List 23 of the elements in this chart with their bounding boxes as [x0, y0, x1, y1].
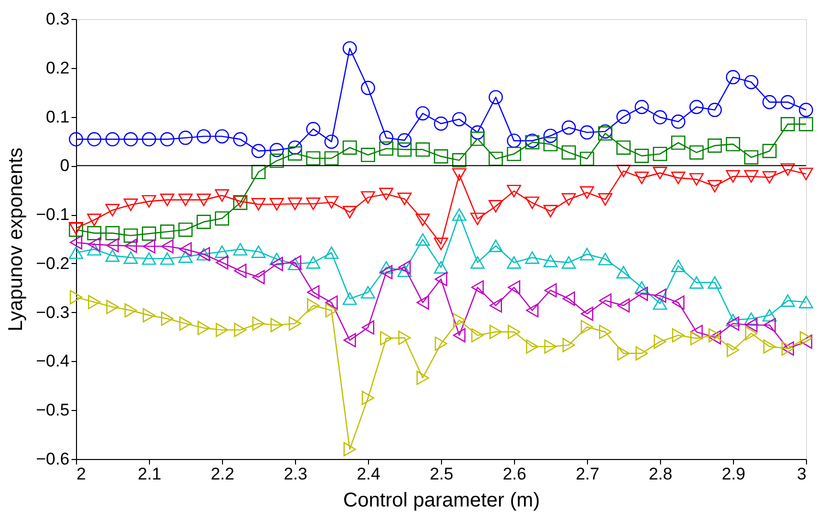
y-tick-label: −0.6	[36, 450, 70, 468]
x-tick-label: 2.1	[138, 464, 162, 484]
x-tick-label: 2.8	[648, 464, 672, 484]
x-tick-label: 2.9	[722, 464, 746, 484]
x-tick-label: 3	[797, 464, 806, 484]
y-tick-label: −0.1	[36, 205, 70, 224]
y-tick-label: −0.5	[36, 400, 70, 420]
x-tick-label: 2.2	[210, 464, 234, 484]
y-axis-title: Lyapunov exponents	[4, 148, 27, 332]
x-tick-label: 2.4	[356, 464, 380, 484]
x-tick-label: 2.6	[502, 464, 526, 484]
y-tick-label: 0.2	[46, 58, 70, 78]
y-tick-label: 0.3	[46, 10, 70, 28]
x-tick-label: 2.7	[576, 464, 600, 484]
x-tick-label: 2.5	[430, 464, 454, 484]
x-axis-title: Control parameter (m)	[343, 490, 540, 512]
y-tick-label: 0	[60, 156, 70, 176]
x-tick-label: 2.3	[284, 464, 308, 484]
y-tick-label: −0.3	[36, 302, 70, 322]
x-tick-label: 2	[76, 464, 86, 484]
y-tick-label: 0.1	[46, 107, 70, 126]
y-tick-label: −0.2	[36, 254, 70, 273]
y-tick-label: −0.4	[36, 352, 70, 371]
